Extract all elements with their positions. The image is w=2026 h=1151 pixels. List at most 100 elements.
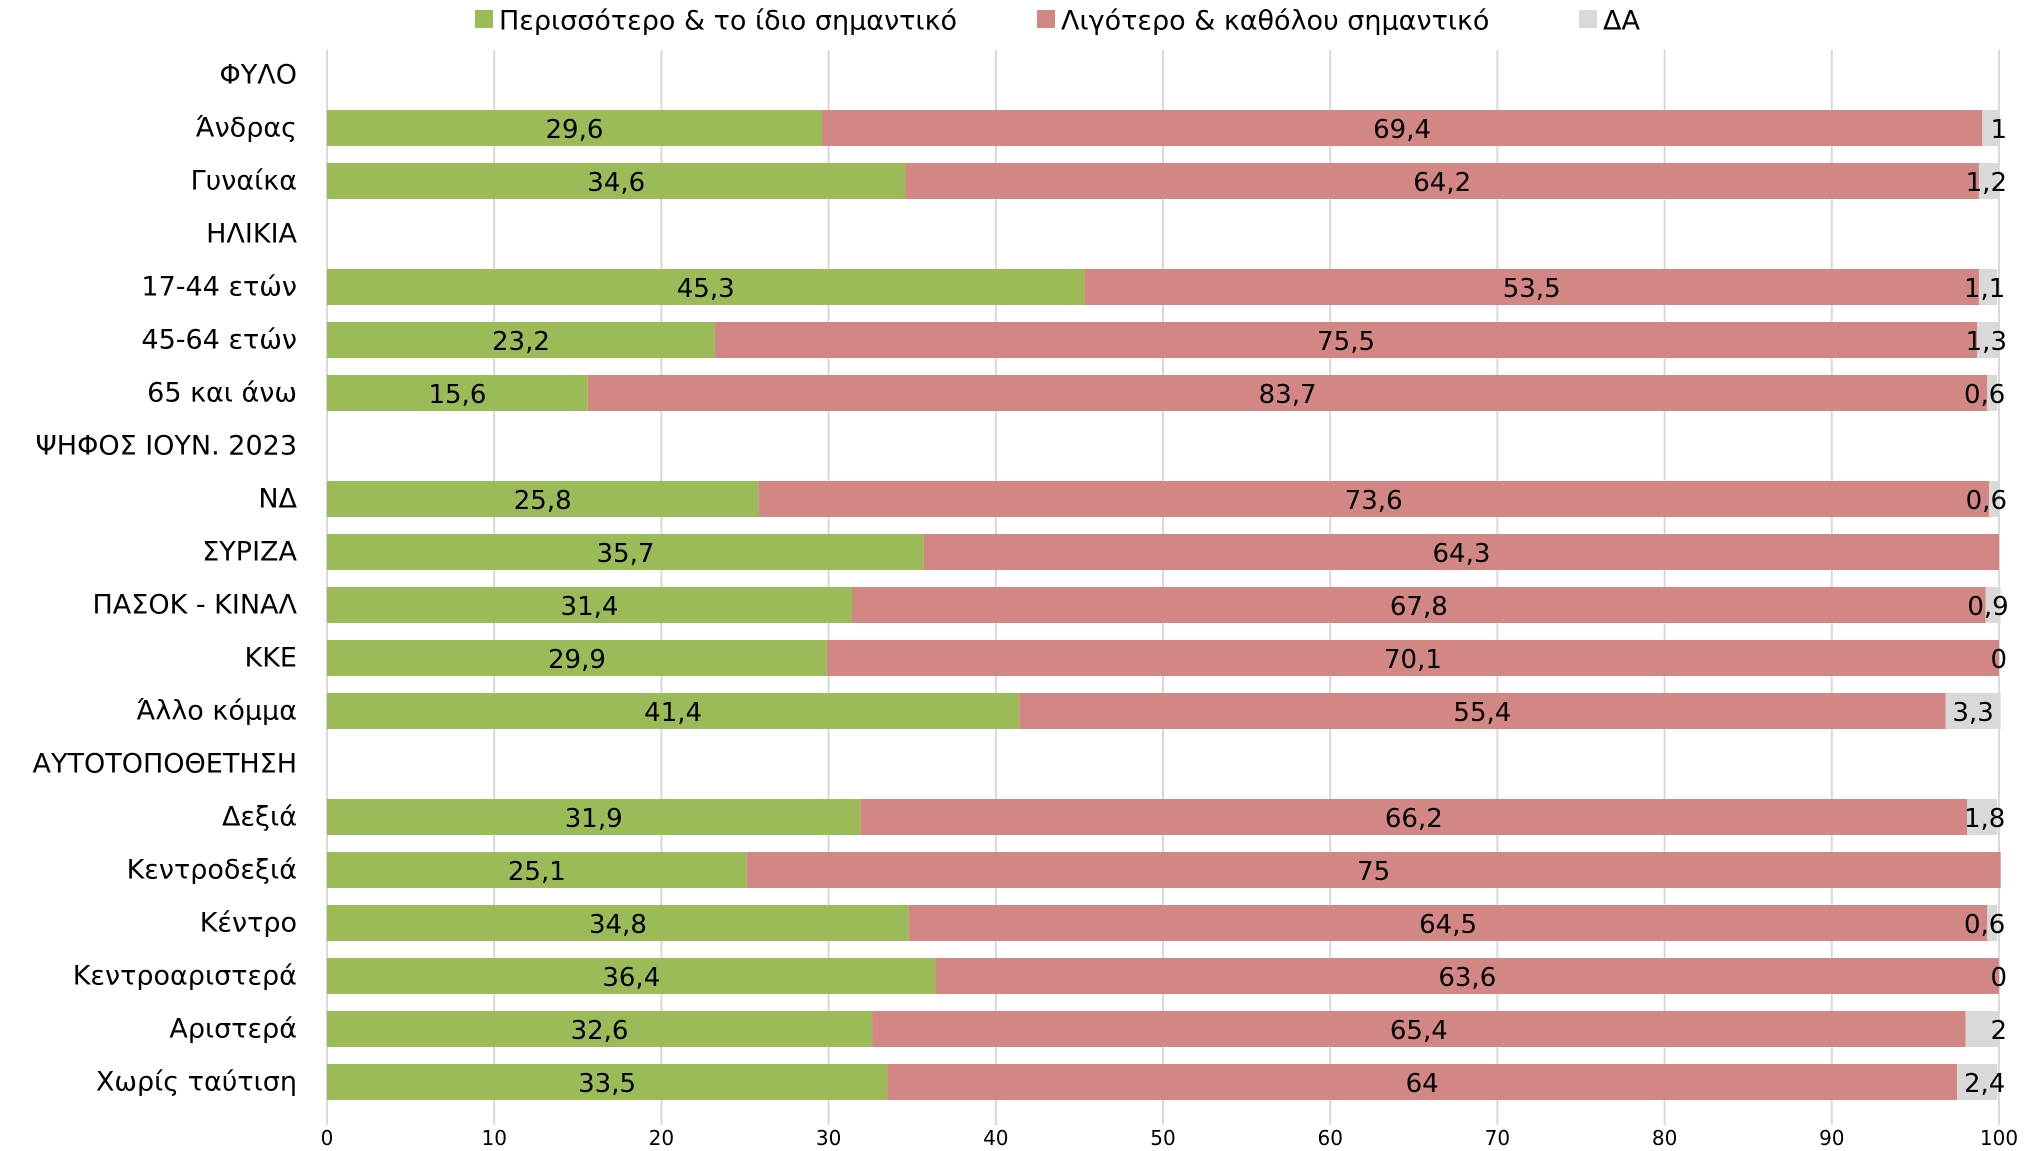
legend-label: Λιγότερο & καθόλου σημαντικό (1061, 6, 1489, 37)
bar-segment (327, 1064, 888, 1100)
data-label: 65,4 (1390, 1016, 1448, 1046)
bar-segment (1982, 110, 1999, 146)
bar-segment (1084, 269, 1979, 305)
bar-segment (327, 1011, 873, 1047)
category-label: ΣΥΡΙΖΑ (202, 537, 297, 568)
data-label: 36,4 (602, 963, 660, 993)
bar-segment (327, 640, 827, 676)
data-label: 33,5 (578, 1069, 636, 1099)
bar-segment (1988, 481, 1999, 517)
legend-swatch (475, 10, 493, 28)
category-label: Γυναίκα (191, 166, 297, 197)
data-label: 69,4 (1373, 115, 1431, 145)
bar-segment (872, 1011, 1966, 1047)
data-label: 53,5 (1503, 274, 1561, 304)
data-label: 2 (1990, 1016, 2007, 1046)
data-label: 0,6 (1966, 486, 2007, 516)
bar-segment (327, 587, 853, 623)
data-label: 0,6 (1964, 380, 2005, 410)
data-label: 1 (1990, 115, 2007, 145)
data-label: 1,8 (1964, 804, 2005, 834)
bar-segment (327, 693, 1020, 729)
x-tick-label: 10 (481, 1126, 506, 1150)
x-tick-label: 40 (983, 1126, 1008, 1150)
x-tick-label: 0 (321, 1126, 334, 1150)
bar-segment (327, 852, 747, 888)
legend-swatch (1037, 10, 1055, 28)
x-tick-label: 60 (1317, 1126, 1342, 1150)
category-label: Κεντροαριστερά (73, 961, 297, 992)
bar-segment (852, 587, 1986, 623)
bar-segment (887, 1064, 1958, 1100)
data-label: 64,2 (1413, 168, 1471, 198)
data-label: 67,8 (1390, 592, 1448, 622)
category-label: 45-64 ετών (141, 325, 297, 356)
data-label: 55,4 (1453, 698, 1511, 728)
bar-segment (327, 322, 715, 358)
data-label: 70,1 (1384, 645, 1442, 675)
bar-segment (826, 640, 1999, 676)
data-label: 35,7 (597, 539, 655, 569)
data-label: 29,9 (548, 645, 606, 675)
bar-segment (714, 322, 1978, 358)
bar-segment (327, 905, 909, 941)
data-label: 63,6 (1438, 963, 1496, 993)
data-label: 0 (1990, 645, 2007, 675)
data-label: 2,4 (1964, 1069, 2005, 1099)
bar-segment (1978, 269, 1998, 305)
legend-label: ΔΑ (1603, 6, 1640, 37)
x-tick-label: 70 (1485, 1126, 1510, 1150)
category-label: Χωρίς ταύτιση (96, 1067, 297, 1098)
bar-segment (327, 958, 936, 994)
category-label: ΨΗΦΟΣ ΙΟΥΝ. 2023 (36, 431, 297, 462)
bar-segment (1987, 905, 1998, 941)
bar-segment (1019, 693, 1946, 729)
data-label: 0,6 (1964, 910, 2005, 940)
bar-segment (746, 852, 2001, 888)
category-label: Αριστερά (169, 1014, 297, 1045)
category-label: ΗΛΙΚΙΑ (206, 219, 297, 250)
category-label: Άνδρας (196, 113, 297, 144)
data-label: 25,1 (508, 857, 566, 887)
data-label: 41,4 (644, 698, 702, 728)
bar-segment (1945, 693, 2001, 729)
bar-segment (1965, 1011, 1999, 1047)
bar-segment (908, 905, 1988, 941)
data-label: 73,6 (1345, 486, 1403, 516)
data-label: 1,1 (1964, 274, 2005, 304)
category-label: Κεντροδεξιά (127, 855, 297, 886)
x-tick-label: 100 (1980, 1126, 2018, 1150)
data-label: 31,4 (561, 592, 619, 622)
data-label: 23,2 (492, 327, 550, 357)
data-label: 66,2 (1385, 804, 1443, 834)
category-label: Κέντρο (200, 908, 297, 939)
data-label: 64,5 (1419, 910, 1477, 940)
data-label: 0 (1990, 963, 2007, 993)
bar-segment (327, 534, 924, 570)
bar-segment (327, 799, 861, 835)
data-label: 34,6 (587, 168, 645, 198)
bar-segment (821, 110, 1983, 146)
category-label: 17-44 ετών (141, 272, 297, 303)
data-label: 25,8 (514, 486, 572, 516)
data-label: 83,7 (1259, 380, 1317, 410)
data-label: 3,3 (1952, 698, 1993, 728)
bar-segment (327, 269, 1085, 305)
data-label: 29,6 (546, 115, 604, 145)
data-label: 15,6 (428, 380, 486, 410)
bar-segment (905, 163, 1979, 199)
bar-segment (327, 110, 822, 146)
bar-segment (1967, 799, 1998, 835)
category-label: Δεξιά (222, 802, 297, 833)
data-label: 64,3 (1433, 539, 1491, 569)
data-label: 75,5 (1317, 327, 1375, 357)
bar-segment (1985, 587, 2001, 623)
bar-segment (327, 481, 759, 517)
data-label: 0,9 (1967, 592, 2008, 622)
bar-segment (327, 163, 906, 199)
x-tick-label: 20 (649, 1126, 674, 1150)
data-label: 75 (1357, 857, 1390, 887)
data-label: 64 (1406, 1069, 1439, 1099)
category-label: ΠΑΣΟΚ - ΚΙΝΑΛ (92, 590, 297, 621)
bar-segment (860, 799, 1968, 835)
